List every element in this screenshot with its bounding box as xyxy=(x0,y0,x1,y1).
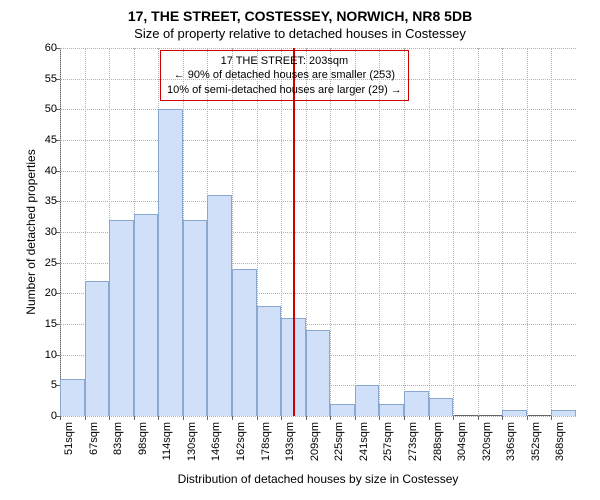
chart-title-sub: Size of property relative to detached ho… xyxy=(0,26,600,41)
xtick-mark xyxy=(404,416,405,420)
xtick-mark xyxy=(330,416,331,420)
gridline-v xyxy=(478,48,479,416)
gridline-v xyxy=(527,48,528,416)
xtick-mark xyxy=(429,416,430,420)
ytick-label: 45 xyxy=(17,134,57,146)
xtick-mark xyxy=(109,416,110,420)
histogram-bar xyxy=(355,385,380,416)
ytick-label: 0 xyxy=(17,410,57,422)
gridline-v xyxy=(551,48,552,416)
xtick-label: 352sqm xyxy=(530,422,542,472)
xtick-mark xyxy=(183,416,184,420)
xtick-mark xyxy=(158,416,159,420)
xtick-mark xyxy=(551,416,552,420)
gridline-v xyxy=(330,48,331,416)
xtick-label: 193sqm xyxy=(284,422,296,472)
reference-line xyxy=(293,48,295,416)
xtick-mark xyxy=(478,416,479,420)
legend-line: 10% of semi-detached houses are larger (… xyxy=(167,83,402,97)
xtick-label: 288sqm xyxy=(432,422,444,472)
ytick-label: 55 xyxy=(17,73,57,85)
xtick-label: 178sqm xyxy=(260,422,272,472)
xtick-label: 67sqm xyxy=(88,422,100,472)
ytick-label: 10 xyxy=(17,349,57,361)
histogram-bar xyxy=(551,410,576,416)
histogram-bar xyxy=(60,379,85,416)
xtick-mark xyxy=(527,416,528,420)
gridline-h xyxy=(60,201,576,202)
xtick-label: 209sqm xyxy=(309,422,321,472)
ytick-label: 40 xyxy=(17,165,57,177)
legend-line: ← 90% of detached houses are smaller (25… xyxy=(167,68,402,82)
xtick-mark xyxy=(355,416,356,420)
xtick-label: 336sqm xyxy=(505,422,517,472)
histogram-bar xyxy=(109,220,134,416)
xtick-label: 257sqm xyxy=(382,422,394,472)
histogram-chart: 17, THE STREET, COSTESSEY, NORWICH, NR8 … xyxy=(0,0,600,500)
ytick-label: 50 xyxy=(17,103,57,115)
gridline-v xyxy=(60,48,61,416)
histogram-bar xyxy=(85,281,110,416)
ytick-label: 20 xyxy=(17,287,57,299)
histogram-bar xyxy=(404,391,429,416)
ytick-label: 15 xyxy=(17,318,57,330)
xtick-mark xyxy=(453,416,454,420)
histogram-bar xyxy=(429,398,454,416)
ytick-label: 25 xyxy=(17,257,57,269)
xtick-label: 98sqm xyxy=(137,422,149,472)
xtick-label: 241sqm xyxy=(358,422,370,472)
xtick-label: 368sqm xyxy=(554,422,566,472)
xtick-mark xyxy=(306,416,307,420)
xtick-label: 146sqm xyxy=(210,422,222,472)
xtick-label: 51sqm xyxy=(63,422,75,472)
xtick-mark xyxy=(281,416,282,420)
gridline-h xyxy=(60,140,576,141)
histogram-bar xyxy=(257,306,282,416)
gridline-v xyxy=(429,48,430,416)
histogram-bar xyxy=(134,214,159,416)
histogram-bar xyxy=(502,410,527,416)
xtick-label: 114sqm xyxy=(161,422,173,472)
ytick-label: 30 xyxy=(17,226,57,238)
xtick-label: 130sqm xyxy=(186,422,198,472)
xtick-label: 225sqm xyxy=(333,422,345,472)
ytick-label: 5 xyxy=(17,379,57,391)
chart-title-main: 17, THE STREET, COSTESSEY, NORWICH, NR8 … xyxy=(0,8,600,24)
gridline-v xyxy=(379,48,380,416)
histogram-bar xyxy=(158,109,183,416)
gridline-v xyxy=(404,48,405,416)
ytick-label: 60 xyxy=(17,42,57,54)
gridline-v xyxy=(355,48,356,416)
xtick-label: 273sqm xyxy=(407,422,419,472)
legend-line: 17 THE STREET: 203sqm xyxy=(167,54,402,68)
xtick-label: 320sqm xyxy=(481,422,493,472)
histogram-bar xyxy=(207,195,232,416)
xtick-label: 83sqm xyxy=(112,422,124,472)
xtick-label: 162sqm xyxy=(235,422,247,472)
gridline-h xyxy=(60,416,576,417)
histogram-bar xyxy=(183,220,208,416)
gridline-v xyxy=(453,48,454,416)
gridline-h xyxy=(60,109,576,110)
xtick-mark xyxy=(85,416,86,420)
histogram-bar xyxy=(330,404,355,416)
xtick-mark xyxy=(257,416,258,420)
xtick-label: 304sqm xyxy=(456,422,468,472)
gridline-h xyxy=(60,48,576,49)
gridline-h xyxy=(60,171,576,172)
xtick-mark xyxy=(134,416,135,420)
gridline-v xyxy=(502,48,503,416)
legend-box: 17 THE STREET: 203sqm← 90% of detached h… xyxy=(160,50,409,101)
xtick-mark xyxy=(207,416,208,420)
histogram-bar xyxy=(306,330,331,416)
xtick-mark xyxy=(379,416,380,420)
xtick-mark xyxy=(502,416,503,420)
plot-area: 17 THE STREET: 203sqm← 90% of detached h… xyxy=(60,48,576,416)
xtick-mark xyxy=(232,416,233,420)
histogram-bar xyxy=(232,269,257,416)
ytick-label: 35 xyxy=(17,195,57,207)
histogram-bar xyxy=(379,404,404,416)
xtick-mark xyxy=(60,416,61,420)
x-axis-label: Distribution of detached houses by size … xyxy=(60,472,576,486)
